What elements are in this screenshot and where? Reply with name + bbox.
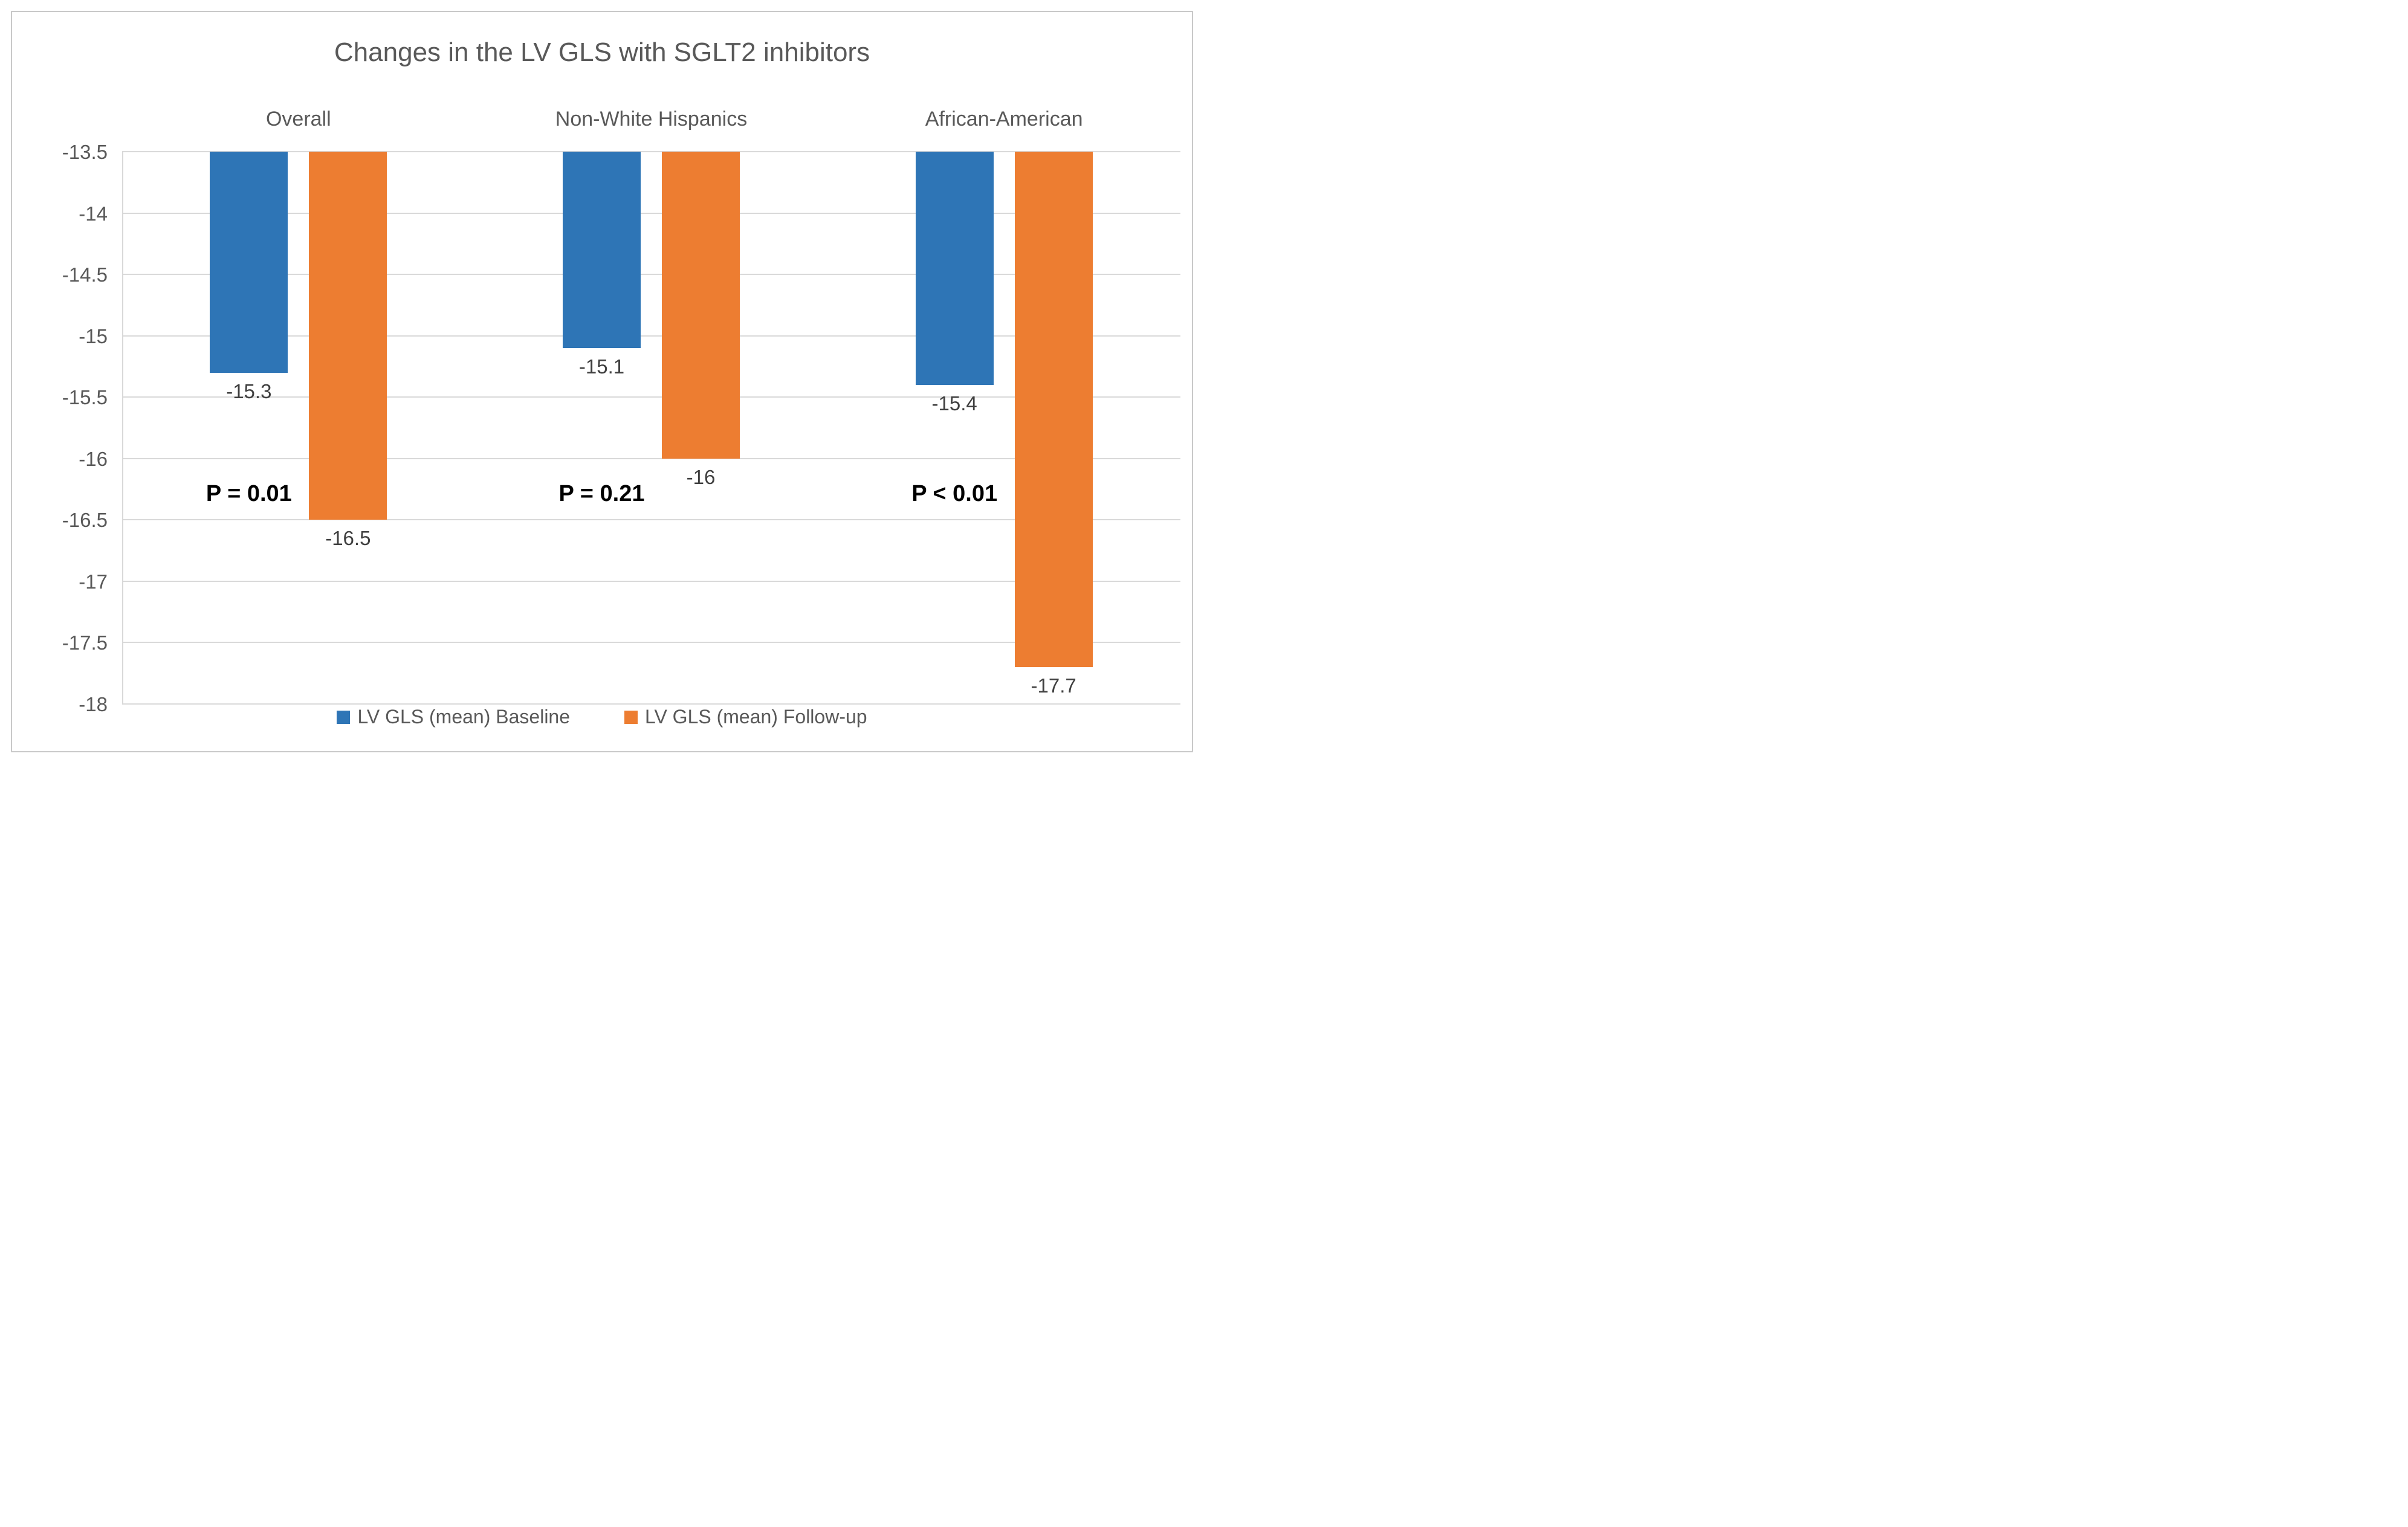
gridline [122,703,1180,705]
gridline [122,457,1180,459]
bar-baseline-0 [210,152,288,373]
y-tick-label: -17 [79,570,108,593]
bar-followup-1 [662,152,740,459]
y-tick-label: -15 [79,324,108,347]
legend-swatch [624,710,638,724]
y-tick-label: -13.5 [62,141,108,163]
category-label: African-American [925,108,1083,131]
y-tick-label: -15.5 [62,386,108,409]
gridline [122,642,1180,644]
data-label: -15.4 [931,392,977,415]
data-label: -16 [686,465,716,488]
legend-item: LV GLS (mean) Baseline [337,706,570,728]
bar-baseline-2 [915,152,994,385]
legend-item: LV GLS (mean) Follow-up [624,706,867,728]
category-label: Overall [265,108,331,131]
gridline [122,274,1180,276]
data-label: -15.1 [578,355,625,378]
p-value-label: P < 0.01 [911,480,998,506]
y-tick-label: -14.5 [62,263,108,286]
gridline [122,580,1180,582]
legend-label: LV GLS (mean) Follow-up [645,706,867,728]
legend-label: LV GLS (mean) Baseline [357,706,571,728]
y-tick-label: -18 [79,693,108,715]
y-tick-label: -16 [79,447,108,470]
legend-swatch [337,710,351,724]
y-tick-label: -17.5 [62,631,108,654]
bar-followup-2 [1014,152,1093,668]
gridline [122,335,1180,337]
y-tick-label: -14 [79,202,108,225]
bar-followup-0 [309,152,387,520]
bar-baseline-1 [563,152,641,348]
chart-title: Changes in the LV GLS with SGLT2 inhibit… [334,37,870,67]
category-label: Non-White Hispanics [555,108,748,131]
gridline [122,396,1180,398]
gridline [122,151,1180,152]
data-label: -16.5 [325,527,371,550]
chart-legend: LV GLS (mean) Baseline LV GLS (mean) Foll… [12,706,1192,728]
p-value-label: P = 0.01 [206,480,292,506]
data-label: -17.7 [1031,674,1076,697]
p-value-label: P = 0.21 [558,480,645,506]
gridline [122,519,1180,521]
gridline [122,212,1180,214]
y-tick-label: -16.5 [62,509,108,532]
data-label: -15.3 [226,379,272,402]
chart-figure: Changes in the LV GLS with SGLT2 inhibit… [11,11,1193,752]
y-axis-line [122,152,123,704]
